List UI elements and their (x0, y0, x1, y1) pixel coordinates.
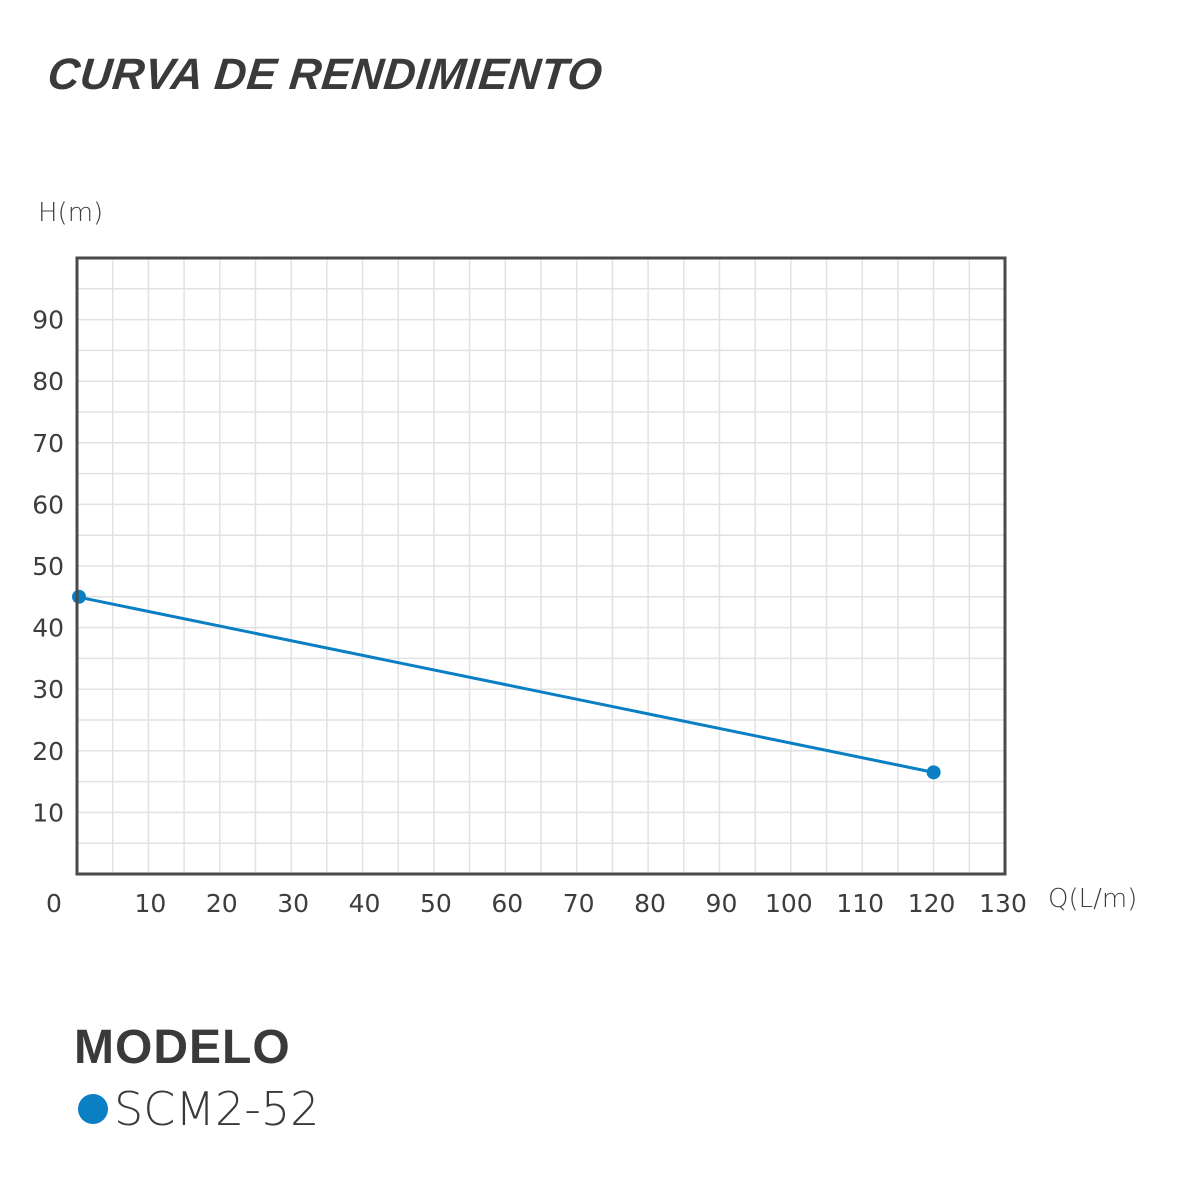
x-tick: 40 (349, 889, 381, 918)
legend-label: SCM2-52 (114, 1082, 320, 1136)
y-tick-labels: 10 20 30 40 50 60 70 80 90 (32, 306, 64, 828)
x-tick-labels: 0 10 20 30 40 50 60 70 80 90 100 110 120 130 (46, 889, 1027, 918)
y-tick: 90 (32, 306, 64, 335)
x-tick: 20 (206, 889, 238, 918)
series-line (76, 595, 934, 774)
legend-marker-icon (78, 1094, 108, 1124)
grid-lines (77, 258, 1005, 874)
x-tick: 80 (634, 889, 666, 918)
x-tick: 120 (908, 889, 956, 918)
data-point (926, 765, 941, 780)
y-tick: 50 (32, 552, 64, 581)
x-tick: 70 (563, 889, 595, 918)
x-tick: 130 (979, 889, 1027, 918)
x-tick: 0 (46, 889, 62, 918)
legend-item: SCM2-52 (78, 1082, 319, 1136)
y-tick: 60 (32, 490, 64, 519)
y-tick: 40 (32, 614, 64, 643)
y-tick: 30 (32, 675, 64, 704)
x-tick: 60 (491, 889, 523, 918)
data-point (72, 589, 86, 604)
x-axis-label: Q(L/m) (1048, 884, 1138, 914)
y-tick: 20 (32, 737, 64, 766)
x-tick: 110 (836, 889, 884, 918)
x-tick: 30 (277, 889, 309, 918)
x-tick: 100 (765, 889, 813, 918)
plot-frame (75, 256, 1007, 876)
y-tick: 10 (32, 798, 64, 827)
legend-title: MODELO (74, 1021, 291, 1074)
y-tick: 70 (32, 429, 64, 458)
x-tick: 10 (134, 889, 166, 918)
x-tick: 90 (706, 889, 738, 918)
y-tick: 80 (32, 367, 64, 396)
y-axis-label: H(m) (38, 198, 104, 228)
x-tick: 50 (420, 889, 452, 918)
